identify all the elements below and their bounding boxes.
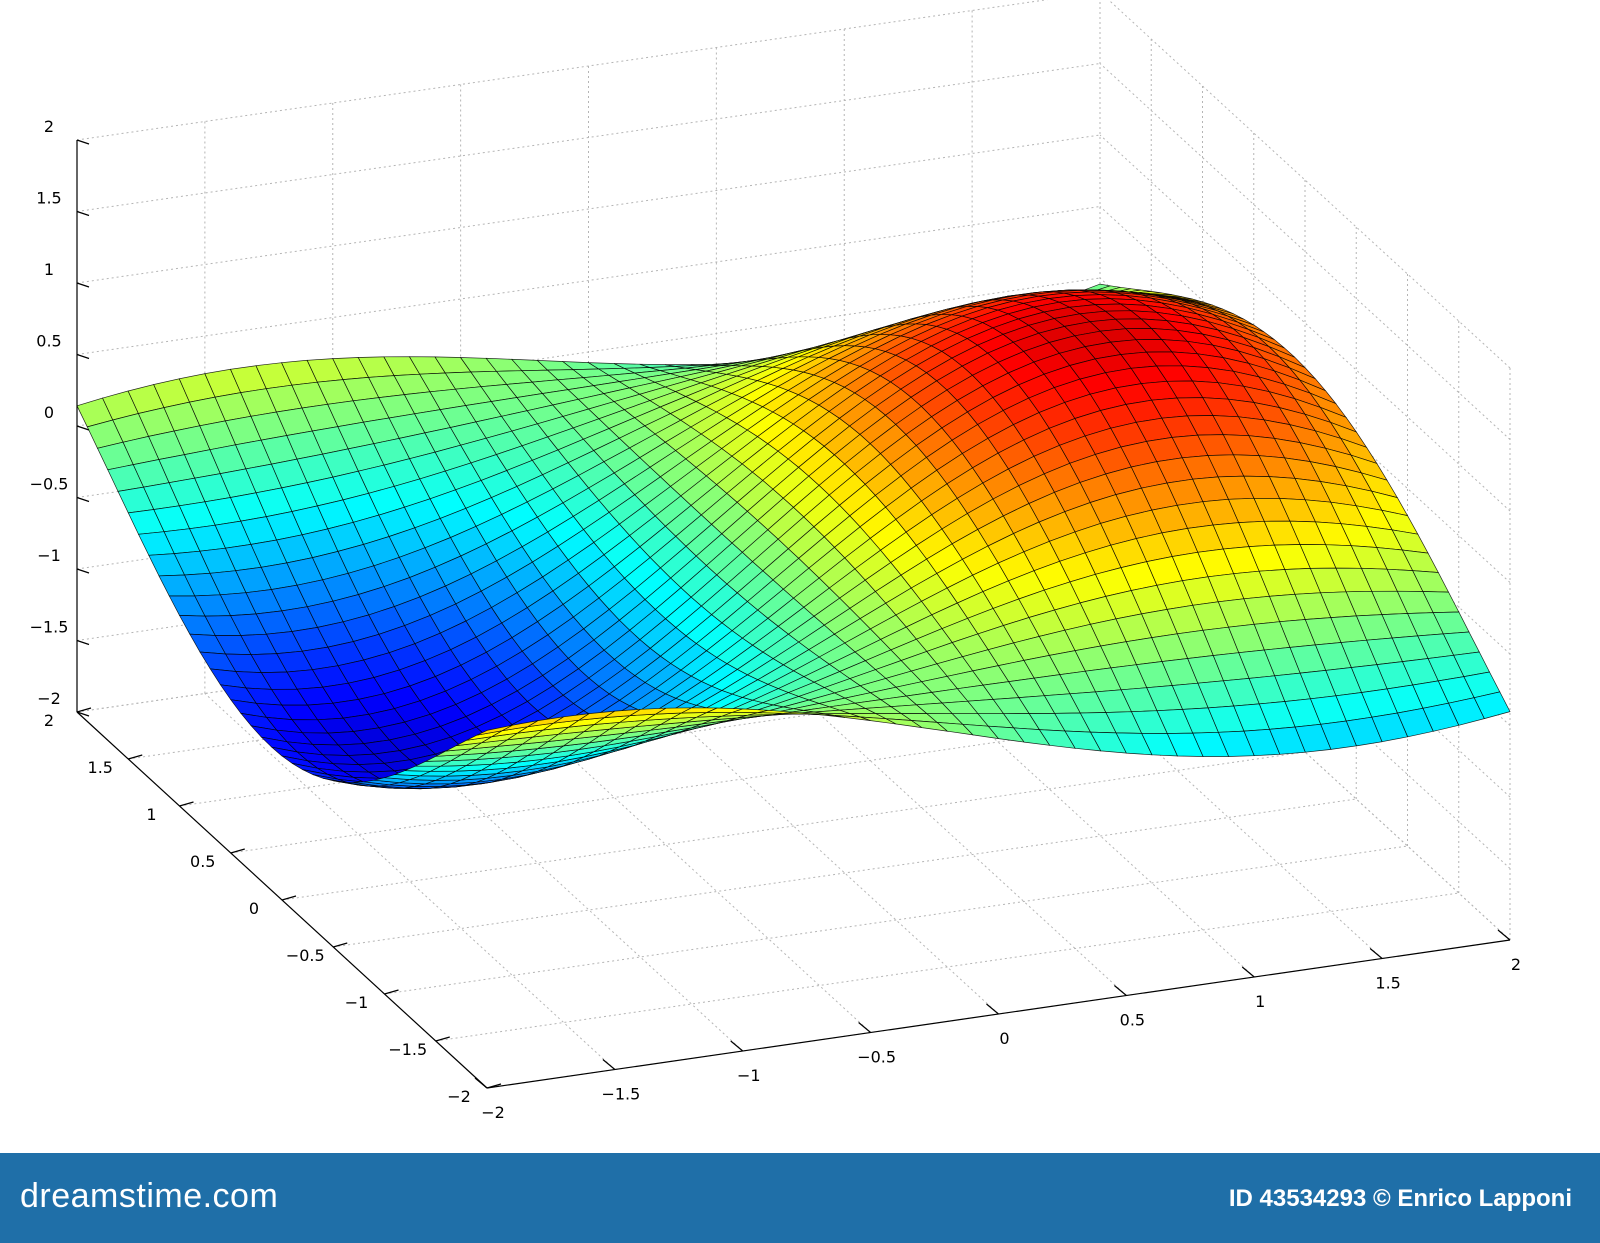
surface-plot: −2 −2 −2 −1.5 −1.5 −1.5 −1 −1 −1 −0.5 −0.5 −0.5 0 0 0 0… xyxy=(30,0,1522,1122)
z-tick-mark xyxy=(76,210,90,217)
x-tick-label: −2 xyxy=(481,1103,505,1122)
grid-line xyxy=(76,277,1101,427)
z-tick-label: −0.5 xyxy=(30,475,69,494)
brand-logo-text: dreamstime.com xyxy=(20,1177,279,1215)
y-tick-mark xyxy=(486,1083,502,1089)
y-tick-mark xyxy=(179,801,194,807)
image-credit: ID 43534293 © Enrico Lapponi xyxy=(1228,1185,1572,1212)
tick-labels: −2 −2 −2 −1.5 −1.5 −1.5 −1 −1 −1 −0.5 −0.5 −0.5 0 0 0 0… xyxy=(30,117,1522,1122)
x-tick-label: 2 xyxy=(1511,955,1521,974)
y-tick-label: −0.5 xyxy=(286,946,325,965)
x-tick-mark xyxy=(730,1040,744,1052)
z-tick-mark xyxy=(76,639,90,646)
x-tick-mark xyxy=(1113,985,1127,996)
x-tick-label: 0.5 xyxy=(1120,1011,1145,1030)
y-tick-mark xyxy=(76,707,92,713)
grid-line xyxy=(384,845,1408,995)
z-tick-mark xyxy=(76,139,90,145)
x-tick-mark xyxy=(602,1059,616,1070)
grid-line xyxy=(76,0,1049,141)
x-tick-label: 1.5 xyxy=(1375,974,1400,993)
y-tick-mark xyxy=(384,989,399,995)
x-tick-label: −1 xyxy=(737,1066,761,1085)
x-tick-mark xyxy=(1497,929,1511,941)
z-tick-label: 0 xyxy=(44,403,54,422)
z-tick-label: 1 xyxy=(44,260,54,279)
z-tick-label: 2 xyxy=(44,117,54,136)
surface-patch xyxy=(1473,691,1511,720)
x-tick-label: −1.5 xyxy=(601,1085,640,1104)
z-tick-mark xyxy=(76,496,90,503)
x-tick-mark xyxy=(1369,948,1383,959)
y-tick-label: 2 xyxy=(44,711,54,730)
grid-line xyxy=(281,751,1306,901)
x-tick-label: 1 xyxy=(1255,992,1265,1011)
z-tick-mark xyxy=(76,353,90,360)
grid-line xyxy=(435,892,1459,1042)
z-tick-label: −1.5 xyxy=(30,618,69,637)
y-tick-mark xyxy=(281,895,297,901)
z-tick-label: 0.5 xyxy=(36,332,61,351)
y-tick-mark xyxy=(128,754,143,760)
y-tick-label: 0.5 xyxy=(190,852,215,871)
grid-line xyxy=(333,798,1357,948)
x-tick-mark xyxy=(1241,966,1255,978)
surface-mesh xyxy=(76,283,1511,790)
y-tick-mark xyxy=(230,848,245,854)
z-tick-mark xyxy=(76,425,90,431)
x-tick-label: −0.5 xyxy=(857,1048,896,1067)
grid-line xyxy=(76,63,1101,212)
y-tick-mark xyxy=(435,1036,450,1042)
y-tick-label: −1 xyxy=(345,993,369,1012)
y-tick-label: 1.5 xyxy=(88,758,113,777)
z-tick-label: −1 xyxy=(37,546,61,565)
x-tick-mark xyxy=(858,1022,872,1033)
footer-bar: dreamstime.com ID 43534293 © Enrico Lapp… xyxy=(0,1153,1600,1243)
y-tick-label: −1.5 xyxy=(388,1040,427,1059)
z-tick-mark xyxy=(76,568,90,574)
y-tick-label: 0 xyxy=(249,899,259,918)
axes-lines xyxy=(76,139,1511,1089)
z-tick-mark xyxy=(76,711,90,717)
x-tick-label: 0 xyxy=(999,1029,1009,1048)
grid-line xyxy=(76,134,1101,284)
x-tick-mark xyxy=(986,1003,999,1015)
y-tick-label: −2 xyxy=(447,1087,471,1106)
grid-line xyxy=(76,206,1101,355)
surface-plot-figure: −2 −2 −2 −1.5 −1.5 −1.5 −1 −1 −1 −0.5 −0.5 −0.5 0 0 0 0… xyxy=(30,0,1522,1122)
y-tick-label: 1 xyxy=(146,805,156,824)
z-tick-label: 1.5 xyxy=(36,189,61,208)
x-tick-mark xyxy=(474,1077,488,1089)
z-tick-label: −2 xyxy=(37,689,61,708)
y-tick-mark xyxy=(333,942,348,948)
z-tick-mark xyxy=(76,282,90,288)
